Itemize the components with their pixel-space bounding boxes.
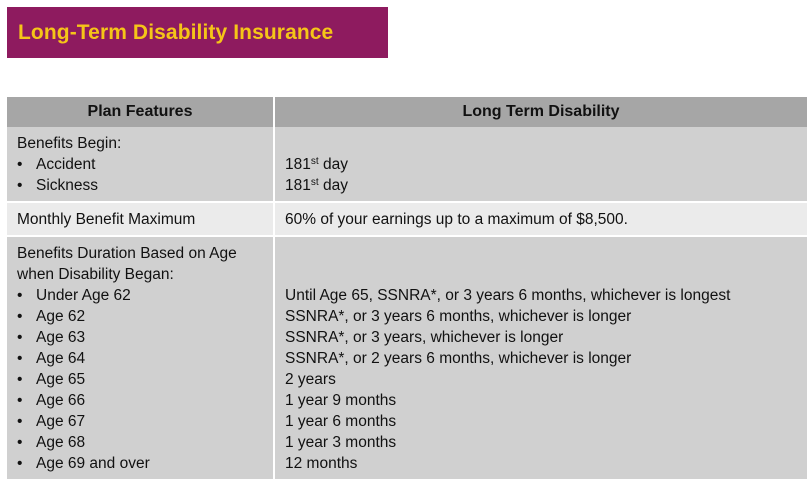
title-banner: Long-Term Disability Insurance	[7, 7, 388, 58]
duration-value: SSNRA*, or 2 years 6 months, whichever i…	[285, 350, 632, 367]
bullet-icon: •	[17, 434, 23, 451]
duration-value: 2 years	[285, 371, 336, 388]
benefits-begin-heading: Benefits Begin:	[17, 135, 122, 152]
plan-features-table: Plan Features Long Term Disability Benef…	[7, 97, 807, 479]
sickness-value: 181st day	[285, 177, 348, 194]
bullet-icon: •	[17, 392, 23, 409]
duration-value-cell: Until Age 65, SSNRA*, or 3 years 6 month…	[273, 235, 807, 479]
age-label: Age 69 and over	[36, 455, 150, 472]
list-item: • Age 67	[17, 411, 263, 432]
header-long-term-disability: Long Term Disability	[273, 97, 807, 127]
table-row-benefits-begin: Benefits Begin: • Accident • Sickness 18…	[7, 127, 807, 202]
duration-heading-line2: when Disability Began:	[17, 266, 174, 283]
list-item: • Age 66	[17, 390, 263, 411]
age-label: Age 64	[36, 350, 86, 367]
list-item: • Age 64	[17, 348, 263, 369]
bullet-icon: •	[17, 455, 23, 472]
list-item: • Age 69 and over	[17, 453, 263, 474]
duration-value: 1 year 3 months	[285, 434, 397, 451]
list-item: • Sickness	[17, 175, 263, 196]
list-item: • Age 62	[17, 306, 263, 327]
sickness-label: Sickness	[36, 177, 99, 194]
table-row-monthly-maximum: Monthly Benefit Maximum 60% of your earn…	[7, 201, 807, 236]
list-item: • Age 63	[17, 327, 263, 348]
age-label: Age 67	[36, 413, 86, 430]
duration-value: 1 year 9 months	[285, 392, 397, 409]
bullet-icon: •	[17, 371, 23, 388]
duration-value: 1 year 6 months	[285, 413, 397, 430]
bullet-icon: •	[17, 413, 23, 430]
monthly-max-value: 60% of your earnings up to a maximum of …	[273, 201, 807, 236]
accident-label: Accident	[36, 156, 96, 173]
bullet-icon: •	[17, 308, 23, 325]
bullet-icon: •	[17, 329, 23, 346]
accident-value: 181st day	[285, 156, 348, 173]
age-label: Age 65	[36, 371, 86, 388]
header-plan-features: Plan Features	[7, 97, 274, 127]
age-label: Under Age 62	[36, 287, 131, 304]
age-label: Age 62	[36, 308, 86, 325]
duration-value: SSNRA*, or 3 years, whichever is longer	[285, 329, 564, 346]
list-item: • Age 68	[17, 432, 263, 453]
table-header-row: Plan Features Long Term Disability	[7, 97, 807, 127]
monthly-max-label: Monthly Benefit Maximum	[7, 201, 274, 236]
duration-value: SSNRA*, or 3 years 6 months, whichever i…	[285, 308, 632, 325]
duration-value: 12 months	[285, 455, 358, 472]
bullet-icon: •	[17, 350, 23, 367]
list-item: • Accident	[17, 154, 263, 175]
duration-heading-line1: Benefits Duration Based on Age	[17, 245, 237, 262]
bullet-icon: •	[17, 287, 23, 304]
age-label: Age 63	[36, 329, 86, 346]
bullet-icon: •	[17, 156, 23, 173]
page-title: Long-Term Disability Insurance	[18, 20, 334, 44]
list-item: • Under Age 62	[17, 285, 263, 306]
table-row-benefits-duration: Benefits Duration Based on Age when Disa…	[7, 235, 807, 479]
benefits-begin-feature-cell: Benefits Begin: • Accident • Sickness	[7, 127, 274, 202]
age-label: Age 68	[36, 434, 86, 451]
duration-feature-cell: Benefits Duration Based on Age when Disa…	[7, 235, 274, 479]
list-item: • Age 65	[17, 369, 263, 390]
bullet-icon: •	[17, 177, 23, 194]
duration-value: Until Age 65, SSNRA*, or 3 years 6 month…	[285, 287, 731, 304]
age-label: Age 66	[36, 392, 86, 409]
benefits-begin-value-cell: 181st day 181st day	[273, 127, 807, 202]
